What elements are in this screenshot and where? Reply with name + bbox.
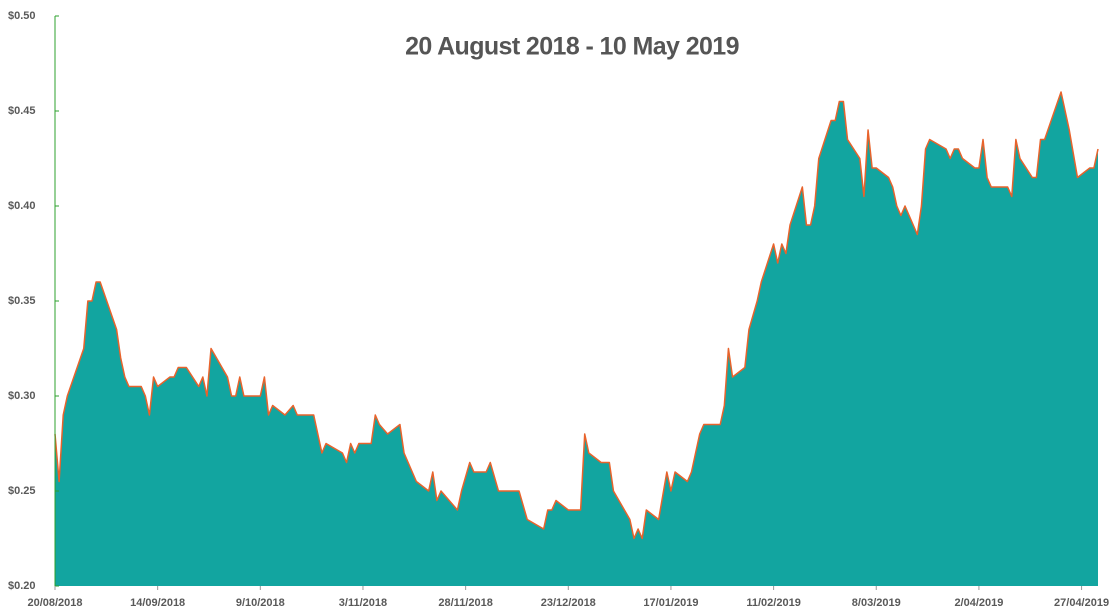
x-tick-label: 3/11/2018 (339, 597, 387, 609)
x-tick-label: 20/08/2018 (27, 597, 82, 609)
area-line (54, 91, 1099, 540)
y-tick-label: $0.25 (8, 485, 36, 497)
y-tick-label: $0.45 (8, 105, 36, 117)
y-tick-label: $0.30 (8, 390, 36, 402)
x-tick-label: 9/10/2018 (236, 597, 285, 609)
x-tick-label: 14/09/2018 (130, 597, 185, 609)
area (55, 92, 1098, 586)
y-tick-label: $0.20 (8, 580, 36, 592)
chart-title: 20 August 2018 - 10 May 2019 (405, 33, 739, 61)
x-tick-label: 2/04/2019 (954, 597, 1003, 609)
x-tick-label: 27/04/2019 (1054, 597, 1109, 609)
y-tick-label: $0.35 (8, 295, 36, 307)
y-tick-label: $0.40 (8, 200, 36, 212)
x-tick-label: 8/03/2019 (852, 597, 901, 609)
x-tick-label: 28/11/2018 (438, 597, 492, 609)
x-tick-label: 11/02/2019 (746, 597, 800, 609)
x-tick-label: 17/01/2019 (643, 597, 698, 609)
y-tick-label: $0.50 (8, 10, 36, 22)
x-tick-label: 23/12/2018 (541, 597, 596, 609)
